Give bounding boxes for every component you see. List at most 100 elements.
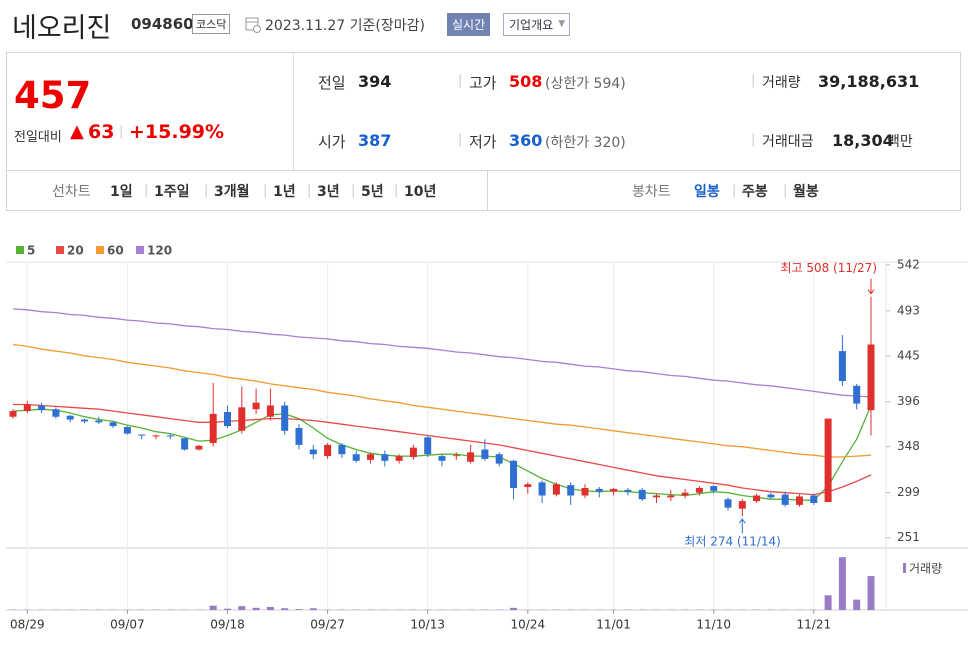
separator: | bbox=[751, 132, 756, 147]
realtime-button[interactable]: 실시간 bbox=[447, 13, 491, 36]
low-annotation: 최저 274 (11/14) bbox=[684, 535, 781, 549]
candle-body bbox=[424, 437, 432, 455]
candle-body bbox=[381, 454, 389, 461]
legend-swatch bbox=[96, 246, 104, 254]
low: 360 bbox=[509, 131, 543, 150]
candle-body bbox=[123, 427, 131, 434]
chart: 08/29 09/07 09/18 09/27 10/13 10/24 11/01 11/10… bbox=[6, 244, 968, 632]
candle-body bbox=[595, 488, 603, 492]
candle-body bbox=[409, 447, 417, 458]
x-tick-label: 10/24 bbox=[511, 618, 546, 632]
candle-body bbox=[367, 454, 374, 460]
low-arrow bbox=[738, 518, 746, 534]
candle-tab[interactable]: 주봉 bbox=[742, 184, 768, 200]
candle-body bbox=[66, 415, 74, 420]
candle-body bbox=[181, 438, 189, 450]
candle-body bbox=[252, 402, 260, 410]
y-tick-label: 348 bbox=[897, 439, 920, 453]
candle-body bbox=[824, 418, 832, 503]
candle-body bbox=[653, 495, 660, 498]
overview-text: 기업개요 bbox=[509, 18, 554, 32]
candle-body bbox=[810, 495, 818, 503]
volume-bar bbox=[209, 605, 217, 610]
change: 63 bbox=[88, 121, 115, 143]
candle-body bbox=[853, 385, 861, 404]
x-tick-label: 09/27 bbox=[310, 618, 345, 632]
candle-body bbox=[638, 489, 646, 500]
candle-body bbox=[695, 487, 703, 493]
volume-legend-swatch bbox=[903, 563, 906, 573]
candle-body bbox=[195, 445, 203, 450]
candle-body bbox=[52, 409, 60, 417]
legend-swatch bbox=[56, 246, 64, 254]
x-tick-label: 08/29 bbox=[10, 618, 45, 632]
period-tab[interactable]: 5년 bbox=[361, 184, 384, 200]
candle-body bbox=[467, 452, 475, 462]
ma-line bbox=[13, 403, 872, 496]
x-tick-label: 11/21 bbox=[797, 618, 832, 632]
candle-body bbox=[781, 494, 789, 505]
period-tab[interactable]: 1일 bbox=[110, 184, 133, 200]
legend-label: 120 bbox=[147, 244, 172, 258]
candle-body bbox=[238, 407, 246, 431]
volume-label: 거래량 bbox=[762, 75, 801, 91]
change-arrow: ▲ bbox=[70, 121, 84, 142]
separator: | bbox=[351, 183, 356, 198]
volume-label: 거래량 bbox=[909, 562, 942, 576]
volume-bar bbox=[252, 607, 260, 610]
period-tab[interactable]: 3년 bbox=[317, 184, 340, 200]
market-badge: 코스닥 bbox=[192, 14, 231, 34]
period-tab[interactable]: 3개월 bbox=[214, 184, 250, 200]
candle-body bbox=[481, 449, 489, 459]
candle-body bbox=[738, 501, 746, 509]
change-rate: +15.99% bbox=[129, 121, 225, 143]
separator: | bbox=[783, 183, 788, 198]
candle-body bbox=[510, 460, 517, 488]
candle-body bbox=[438, 456, 446, 461]
candle-tab[interactable]: 월봉 bbox=[793, 184, 819, 200]
candle-body bbox=[95, 420, 103, 423]
candle-body bbox=[9, 411, 17, 417]
candle-body bbox=[552, 484, 560, 495]
ma-line bbox=[12, 343, 872, 458]
y-tick-label: 251 bbox=[897, 530, 920, 544]
separator: | bbox=[458, 132, 463, 147]
high-annotation: 최고 508 (11/27) bbox=[780, 261, 877, 275]
y-tick-label: 493 bbox=[897, 303, 920, 317]
y-tick-label: 542 bbox=[897, 257, 920, 271]
period-tab[interactable]: 1주일 bbox=[154, 184, 190, 200]
volume-bar bbox=[266, 606, 274, 610]
open-label: 시가 bbox=[318, 133, 346, 151]
candle-tab[interactable]: 일봉 bbox=[694, 184, 720, 200]
x-tick-label: 11/10 bbox=[696, 618, 731, 632]
current-price: 457 bbox=[14, 74, 92, 117]
candle-body bbox=[495, 454, 503, 464]
candle-body bbox=[867, 344, 875, 411]
volume-bar bbox=[281, 608, 289, 610]
separator: | bbox=[307, 183, 312, 198]
amount: 18,304 bbox=[832, 131, 894, 150]
candle-body bbox=[23, 404, 31, 412]
period-tab[interactable]: 1년 bbox=[273, 184, 296, 200]
volume-bar bbox=[224, 608, 231, 610]
x-tick-label: 11/01 bbox=[596, 618, 631, 632]
line-chart-label: 선차트 bbox=[52, 184, 91, 200]
stock-name: 네오리진 bbox=[12, 13, 112, 44]
separator: | bbox=[144, 183, 149, 198]
legend-label: 5 bbox=[27, 244, 35, 258]
candle-body bbox=[524, 484, 532, 488]
open: 387 bbox=[358, 131, 392, 150]
period-tab[interactable]: 10년 bbox=[404, 184, 437, 200]
candle-body bbox=[309, 449, 317, 455]
legend-swatch bbox=[136, 246, 144, 254]
separator: | bbox=[263, 183, 268, 198]
separator: | bbox=[394, 183, 399, 198]
low-label: 저가 bbox=[469, 133, 497, 151]
overview-button[interactable]: 기업개요 ▼ bbox=[503, 13, 571, 36]
prev-label: 전일 bbox=[318, 74, 346, 92]
candle-body bbox=[281, 405, 289, 431]
candle-body bbox=[796, 496, 803, 505]
candle-body bbox=[81, 419, 88, 422]
candle-body bbox=[338, 444, 346, 455]
